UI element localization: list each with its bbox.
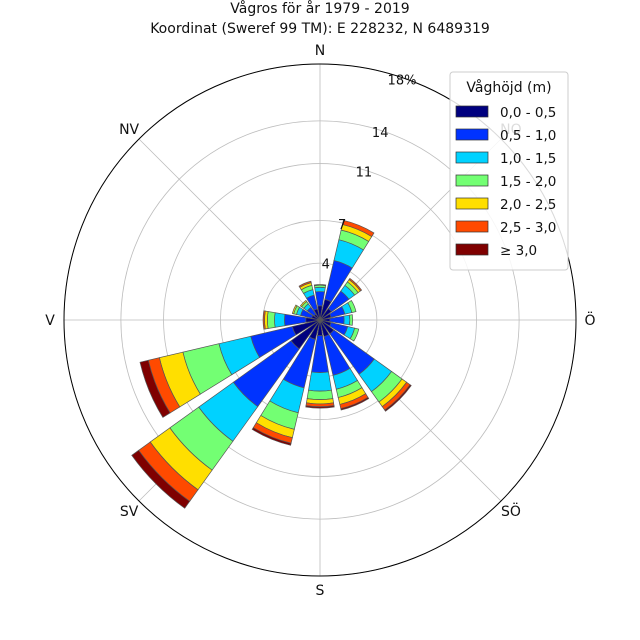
legend-title: Våghöjd (m): [466, 79, 551, 96]
bar-segment: [274, 312, 286, 328]
radial-tick-label: 4: [322, 257, 330, 272]
bar-segment: [348, 277, 363, 292]
bar-segment: [349, 314, 354, 326]
legend-label: 2,0 - 2,5: [500, 197, 556, 213]
compass-label: N: [315, 43, 325, 59]
legend-label: 1,5 - 2,0: [500, 174, 556, 190]
compass-label: S: [316, 583, 325, 599]
compass-label: SÖ: [501, 502, 521, 520]
bar-segment: [298, 280, 312, 288]
bar-segment: [299, 299, 308, 308]
bar-segment: [306, 389, 334, 400]
bar-segment: [314, 291, 326, 307]
bar-segment: [267, 311, 276, 329]
chart-subtitle: Koordinat (Sweref 99 TM): E 228232, N 64…: [150, 21, 490, 37]
bar-segment: [305, 405, 335, 409]
bar-segment: [308, 371, 332, 392]
outer-ring: [63, 63, 577, 577]
compass-label: V: [45, 313, 55, 329]
bar-segment: [251, 427, 292, 446]
legend-label: ≥ 3,0: [500, 243, 537, 259]
compass-label: Ö: [584, 311, 595, 329]
bar-segment: [139, 359, 171, 418]
chart-title: Vågros för år 1979 - 2019: [230, 0, 409, 17]
radial-tick-label: 18%: [388, 74, 417, 89]
bar-layer: [131, 219, 412, 509]
legend-swatch: [455, 243, 489, 256]
bar-segment: [313, 284, 327, 287]
radial-tick-label: 11: [356, 166, 373, 181]
legend-swatch: [455, 174, 489, 187]
radial-tick-label: 14: [372, 126, 389, 141]
radial-tick-labels: 4 7 11 14 18%: [322, 74, 417, 273]
legend-box: [449, 71, 569, 271]
bar-segment: [349, 327, 360, 342]
legend-label: 0,0 - 0,5: [500, 105, 556, 121]
legend-label: 0,5 - 1,0: [500, 128, 556, 144]
bar-segment: [343, 314, 351, 326]
bar-segment: [314, 286, 326, 293]
bar-segment: [131, 449, 191, 509]
radial-tick-label: 7: [338, 218, 346, 233]
bar-segment: [347, 300, 357, 313]
bar-segment: [262, 310, 266, 330]
compass-label: SV: [120, 504, 139, 520]
bar-segment: [291, 304, 298, 315]
legend-swatch: [455, 197, 489, 210]
bar-segment: [341, 219, 375, 238]
bar-segment: [384, 384, 412, 412]
bar-segment: [340, 396, 370, 411]
legend-label: 1,0 - 1,5: [500, 151, 556, 167]
legend-label: 2,5 - 3,0: [500, 220, 556, 236]
legend-swatch: [455, 105, 489, 118]
compass-label: NV: [119, 122, 139, 138]
legend-swatch: [455, 220, 489, 233]
legend-swatch: [455, 151, 489, 164]
legend: Våghöjd (m) 0,0 - 0,5 0,5 - 1,0 1,0 - 1,5 1,…: [449, 71, 569, 271]
legend-swatch: [455, 128, 489, 141]
grid-spoke: [138, 138, 321, 321]
